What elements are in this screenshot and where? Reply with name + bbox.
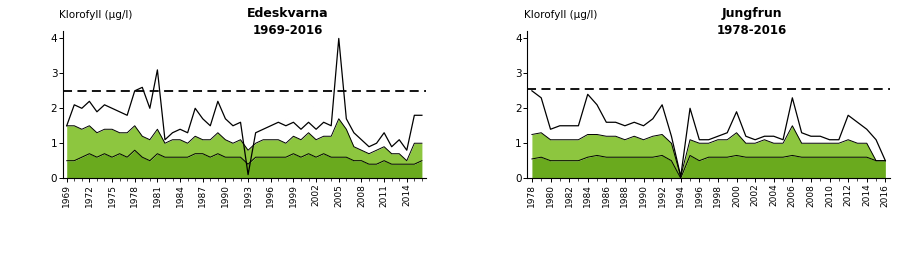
Text: 1969-2016: 1969-2016 [253, 24, 323, 37]
Text: 1978-2016: 1978-2016 [717, 24, 788, 37]
Text: Edeskvarna: Edeskvarna [247, 7, 329, 20]
Text: Klorofyll (µg/l): Klorofyll (µg/l) [59, 10, 133, 20]
Text: Klorofyll (µg/l): Klorofyll (µg/l) [523, 10, 597, 20]
Text: Jungfrun: Jungfrun [722, 7, 782, 20]
